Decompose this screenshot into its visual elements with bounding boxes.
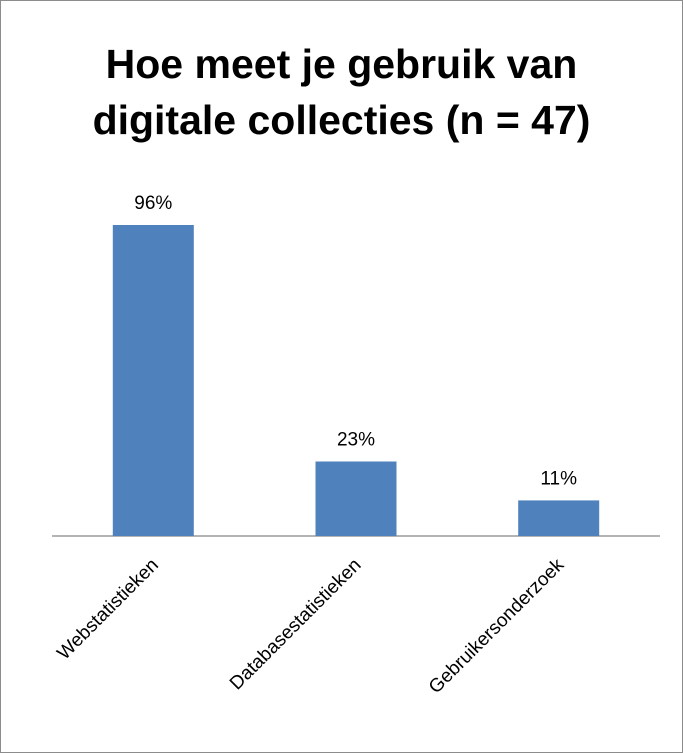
bar-webstatistieken xyxy=(112,225,194,536)
bar-databasestatistieken xyxy=(315,461,397,536)
category-label-webstatistieken: Webstatistieken xyxy=(53,555,162,664)
chart-title-line-1: Hoe meet je gebruik van xyxy=(105,41,578,87)
category-label-databasestatistieken: Databasestatistieken xyxy=(226,555,366,695)
data-label-webstatistieken: 96% xyxy=(134,193,172,214)
category-label-gebruikersonderzoek: Gebruikersonderzoek xyxy=(425,554,569,698)
bar-gebruikersonderzoek xyxy=(518,500,600,536)
chart-title-line-2: digitale collecties (n = 47) xyxy=(92,97,591,143)
data-label-gebruikersonderzoek: 11% xyxy=(540,468,577,489)
chart-title: Hoe meet je gebruik van digitale collect… xyxy=(0,36,683,148)
data-label-databasestatistieken: 23% xyxy=(337,430,375,451)
